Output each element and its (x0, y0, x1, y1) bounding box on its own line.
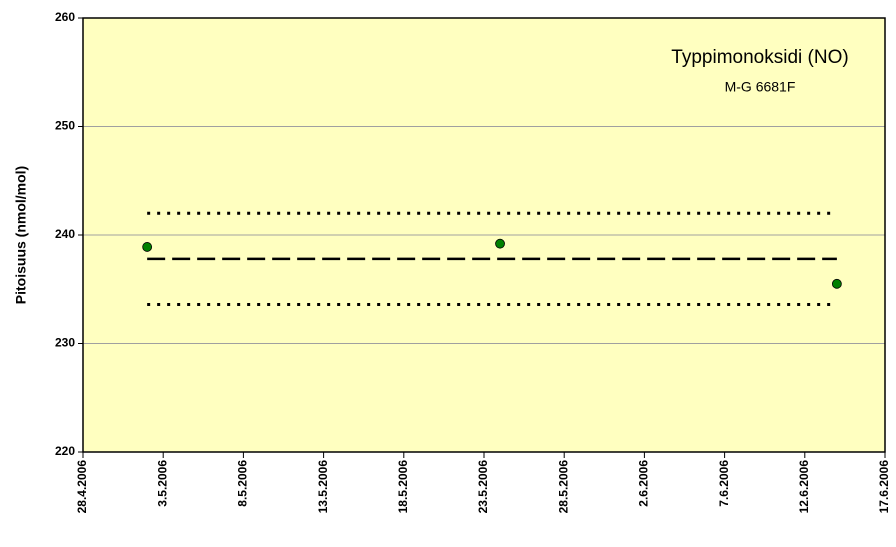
x-tick-label: 12.6.2006 (797, 460, 811, 514)
x-tick-label: 2.6.2006 (637, 460, 651, 507)
data-point (142, 242, 153, 252)
chart-subtitle: M-G 6681F (725, 79, 796, 95)
x-tick-label: 8.5.2006 (236, 460, 250, 507)
y-tick-label: 250 (55, 119, 75, 133)
y-tick-label: 230 (55, 336, 75, 350)
x-tick-label: 28.4.2006 (75, 460, 89, 514)
x-tick-label: 18.5.2006 (396, 460, 410, 514)
x-tick-label: 3.5.2006 (155, 460, 169, 507)
x-tick-label: 23.5.2006 (476, 460, 490, 514)
y-axis-label: Pitoisuus (nmol/mol) (13, 166, 29, 304)
x-tick-label: 17.6.2006 (877, 460, 891, 514)
y-tick-label: 240 (55, 227, 75, 241)
x-tick-label: 7.6.2006 (717, 460, 731, 507)
data-point (495, 238, 505, 249)
chart-title: Typpimonoksidi (NO) (671, 47, 848, 68)
x-tick-label: 28.5.2006 (556, 460, 570, 514)
x-tick-label: 13.5.2006 (316, 460, 330, 514)
y-tick-label: 220 (55, 444, 75, 458)
y-tick-label: 260 (55, 10, 75, 24)
data-point (831, 278, 842, 289)
